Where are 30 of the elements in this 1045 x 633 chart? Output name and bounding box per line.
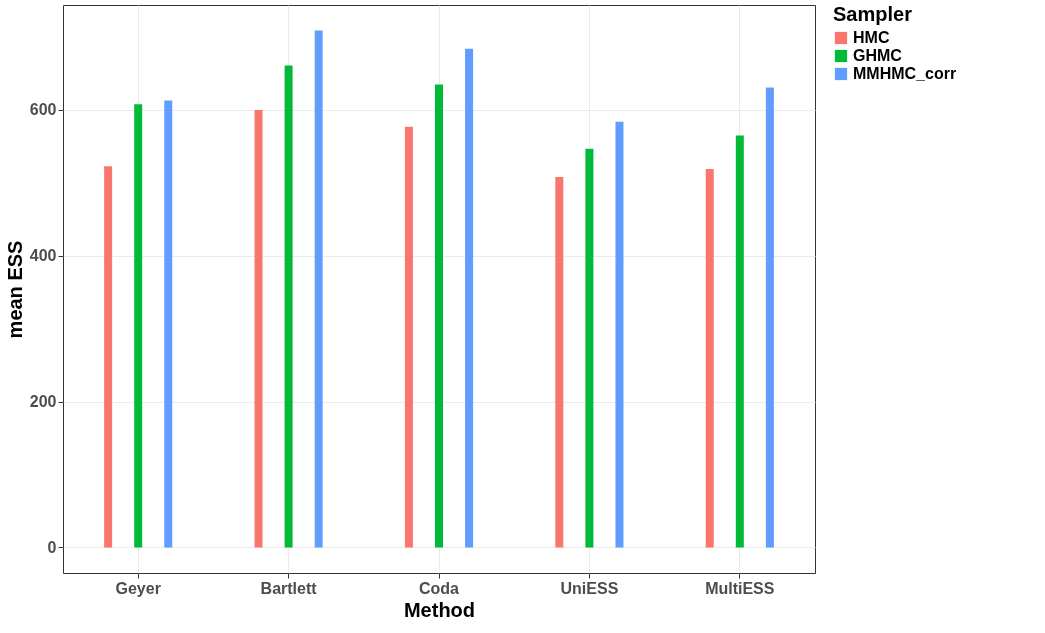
- bar: [555, 177, 564, 548]
- x-tick-label: MultiESS: [705, 579, 775, 597]
- y-tick-label: 0: [47, 538, 57, 556]
- y-tick-label: 600: [29, 101, 57, 119]
- y-tick-label: 400: [29, 247, 57, 265]
- bar: [404, 126, 413, 548]
- legend-title: Sampler: [833, 3, 913, 25]
- bar: [765, 87, 774, 548]
- legend-label: GHMC: [853, 47, 903, 64]
- x-tick-label: Geyer: [115, 579, 161, 597]
- bar: [284, 65, 293, 548]
- y-axis-title: mean ESS: [3, 240, 26, 339]
- bar: [134, 104, 143, 548]
- bar: [254, 110, 263, 548]
- bar: [615, 121, 624, 548]
- legend-label: HMC: [853, 29, 890, 46]
- x-tick-label: Bartlett: [260, 579, 318, 597]
- bar: [314, 30, 323, 548]
- bar: [104, 166, 113, 548]
- x-tick-label: Coda: [419, 579, 460, 597]
- bar: [435, 84, 443, 548]
- bar: [585, 148, 594, 548]
- x-tick-label: UniESS: [560, 579, 619, 597]
- bar: [735, 135, 744, 548]
- bar: [164, 100, 173, 548]
- bar: [465, 48, 474, 548]
- x-axis-title: Method: [403, 598, 476, 621]
- legend-label: MMHMC_corr: [853, 65, 957, 82]
- bar: [705, 169, 714, 548]
- y-tick-label: 200: [29, 393, 57, 411]
